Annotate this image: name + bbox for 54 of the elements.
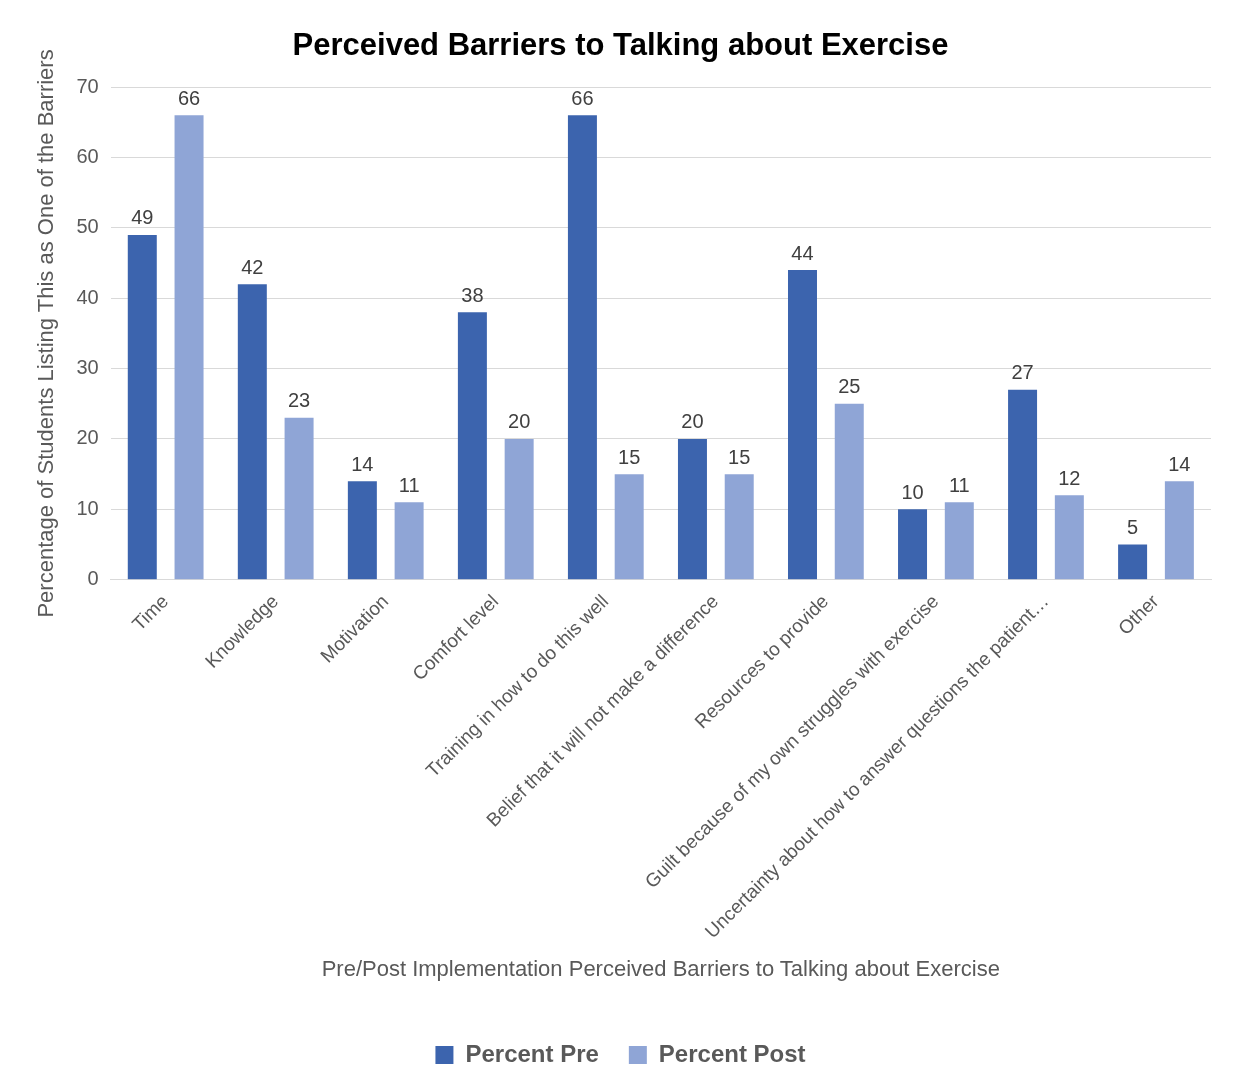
bar xyxy=(347,481,377,580)
data-label: 15 xyxy=(618,445,641,468)
x-tick-label: Time xyxy=(127,590,173,635)
data-label: 38 xyxy=(461,283,484,306)
data-label: 66 xyxy=(571,86,594,109)
legend-label: Percent Pre xyxy=(465,1039,599,1067)
y-tick-label: 30 xyxy=(76,356,99,379)
data-label: 15 xyxy=(728,445,751,468)
bar xyxy=(898,509,928,580)
x-axis-title: Pre/Post Implementation Perceived Barriers to Talking about Exercise xyxy=(321,955,1000,981)
data-label: 5 xyxy=(1127,516,1139,538)
data-label: 14 xyxy=(351,452,374,475)
bar xyxy=(127,234,157,580)
bar xyxy=(1008,389,1038,580)
data-label: 10 xyxy=(901,480,924,503)
data-label: 23 xyxy=(287,389,311,412)
data-label: 14 xyxy=(1168,452,1191,475)
y-tick-label: 60 xyxy=(76,145,99,168)
data-label: 20 xyxy=(681,410,704,433)
y-tick-label: 50 xyxy=(76,215,99,238)
bar xyxy=(567,115,597,580)
y-tick-label: 20 xyxy=(76,426,99,449)
data-label: 49 xyxy=(131,206,154,229)
y-axis-title: Percentage of Students Listing This as One of the Barriers xyxy=(33,49,59,618)
data-label: 27 xyxy=(1011,361,1034,384)
bar xyxy=(237,284,267,580)
bar xyxy=(677,438,707,580)
data-label: 11 xyxy=(948,473,970,496)
bar xyxy=(1054,495,1084,580)
bar xyxy=(834,403,864,580)
data-label: 42 xyxy=(241,255,264,278)
bar xyxy=(457,312,487,580)
bar xyxy=(284,417,314,580)
data-label: 44 xyxy=(791,241,814,264)
y-tick-label: 0 xyxy=(87,567,99,590)
data-label: 20 xyxy=(508,410,531,433)
data-label: 12 xyxy=(1058,466,1081,489)
y-tick-label: 10 xyxy=(76,496,99,519)
y-tick-label: 40 xyxy=(76,285,99,308)
bar xyxy=(1118,544,1148,580)
bar xyxy=(394,502,424,580)
legend-label: Percent Post xyxy=(658,1039,806,1067)
data-label: 11 xyxy=(398,473,420,496)
chart-title: Perceived Barriers to Talking about Exercise xyxy=(292,27,949,63)
bar xyxy=(1164,481,1194,580)
bar xyxy=(614,474,644,580)
y-tick-label: 70 xyxy=(76,74,99,97)
bar xyxy=(724,474,754,580)
data-label: 66 xyxy=(177,86,201,109)
bar xyxy=(944,502,974,580)
bar xyxy=(174,115,204,580)
bar xyxy=(504,438,534,580)
bar xyxy=(788,270,817,580)
data-label: 25 xyxy=(838,375,861,398)
